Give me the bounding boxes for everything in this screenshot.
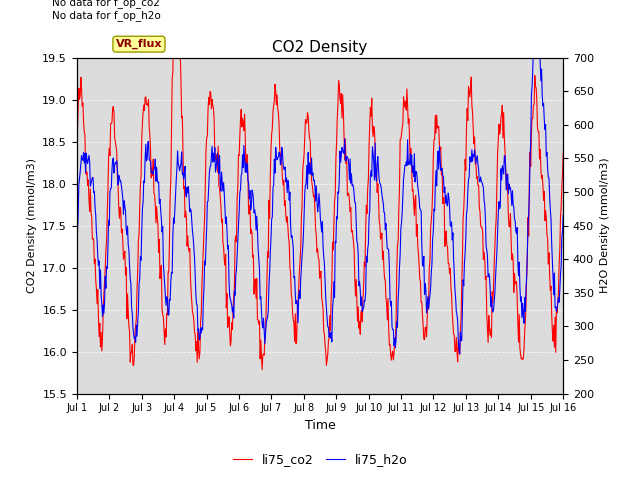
li75_co2: [394, 239, 402, 244]
li75_h2o: [132, 339, 140, 345]
Text: No data for f_op_co2
No data for f_op_h2o: No data for f_op_co2 No data for f_op_h2…: [52, 0, 161, 21]
Y-axis label: H2O Density (mmol/m3): H2O Density (mmol/m3): [600, 158, 610, 293]
li75_co2: [259, 367, 266, 372]
Title: CO2 Density: CO2 Density: [273, 40, 367, 55]
li75_co2: [380, 266, 388, 272]
li75_co2: [559, 150, 567, 156]
Legend: li75_co2, li75_h2o: li75_co2, li75_h2o: [228, 448, 412, 471]
li75_h2o: [532, 5, 540, 11]
li75_co2: [73, 136, 81, 142]
li75_co2: [182, 208, 189, 214]
li75_h2o: [379, 196, 387, 202]
li75_h2o: [73, 229, 81, 235]
Text: VR_flux: VR_flux: [116, 39, 162, 49]
li75_co2: [132, 323, 140, 329]
li75_h2o: [207, 163, 214, 168]
li75_h2o: [82, 170, 90, 176]
li75_h2o: [559, 212, 567, 218]
li75_co2: [82, 164, 90, 169]
li75_h2o: [456, 351, 463, 357]
li75_co2: [207, 106, 215, 111]
li75_h2o: [181, 164, 189, 169]
Y-axis label: CO2 Density (mmol/m3): CO2 Density (mmol/m3): [27, 158, 36, 293]
li75_h2o: [393, 319, 401, 325]
X-axis label: Time: Time: [305, 419, 335, 432]
Line: li75_h2o: li75_h2o: [77, 8, 563, 354]
Line: li75_co2: li75_co2: [77, 0, 563, 370]
